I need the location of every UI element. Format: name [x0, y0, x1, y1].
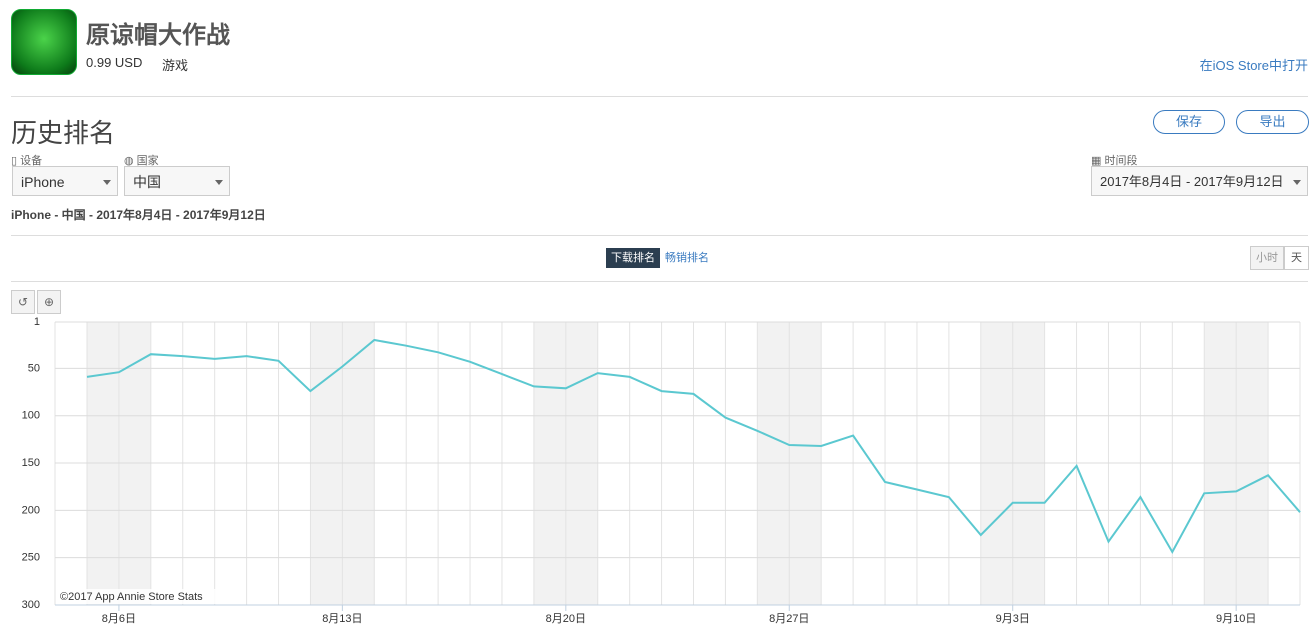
- divider: [11, 96, 1308, 97]
- save-button[interactable]: 保存: [1153, 110, 1225, 134]
- y-tick-label: 200: [22, 504, 40, 516]
- y-tick-label: 1: [34, 316, 40, 328]
- period-select[interactable]: 2017年8月4日 - 2017年9月12日: [1091, 166, 1308, 196]
- period-label-text: 时间段: [1104, 155, 1138, 167]
- rank-line: [86, 338, 1301, 555]
- period-label: ▦ 时间段: [1091, 155, 1138, 167]
- store-link[interactable]: 在iOS Store中打开: [1199, 58, 1308, 73]
- device-label-text: 设备: [20, 155, 43, 167]
- x-tick-label: 8月20日: [546, 613, 586, 625]
- divider: [11, 281, 1308, 282]
- section-title: 历史排名: [11, 118, 116, 148]
- x-tick-label: 8月27日: [769, 613, 809, 625]
- y-tick-label: 150: [22, 457, 40, 469]
- credit: ©2017 App Annie Store Stats: [60, 591, 203, 603]
- period-value: 2017年8月4日 - 2017年9月12日: [1100, 174, 1284, 189]
- divider: [11, 235, 1308, 236]
- credit-bg: [58, 589, 218, 604]
- summary: iPhone - 中国 - 2017年8月4日 - 2017年9月12日: [11, 208, 266, 222]
- tab-grossing[interactable]: 畅销排名: [665, 252, 709, 264]
- y-tick-label: 300: [22, 599, 40, 611]
- app-name: 原谅帽大作战: [86, 22, 230, 49]
- y-tick-label: 100: [22, 410, 40, 422]
- zoom-tool[interactable]: ⊕: [37, 290, 61, 314]
- country-label: ◍ 国家: [124, 155, 159, 167]
- granularity-hour[interactable]: 小时: [1250, 246, 1284, 270]
- x-tick-label: 9月3日: [996, 613, 1030, 625]
- device-label: ▯ 设备: [11, 155, 43, 167]
- reset-zoom[interactable]: ↺: [11, 290, 35, 314]
- granularity-day[interactable]: 天: [1284, 246, 1309, 270]
- tab-downloads[interactable]: 下载排名: [606, 248, 660, 268]
- y-tick-label: 50: [28, 362, 40, 374]
- y-tick-label: 250: [22, 552, 40, 564]
- country-select[interactable]: 中国: [124, 166, 230, 196]
- device-value: iPhone: [21, 174, 65, 190]
- x-tick-label: 8月6日: [102, 613, 136, 625]
- app-icon: [11, 9, 77, 75]
- country-label-text: 国家: [136, 155, 159, 167]
- app-price: 0.99 USD: [86, 55, 143, 70]
- app-category[interactable]: 游戏: [162, 58, 189, 73]
- device-select[interactable]: iPhone: [12, 166, 118, 196]
- country-value: 中国: [133, 174, 161, 190]
- x-tick-label: 8月13日: [322, 613, 362, 625]
- export-button[interactable]: 导出: [1236, 110, 1309, 134]
- x-tick-label: 9月10日: [1216, 613, 1256, 625]
